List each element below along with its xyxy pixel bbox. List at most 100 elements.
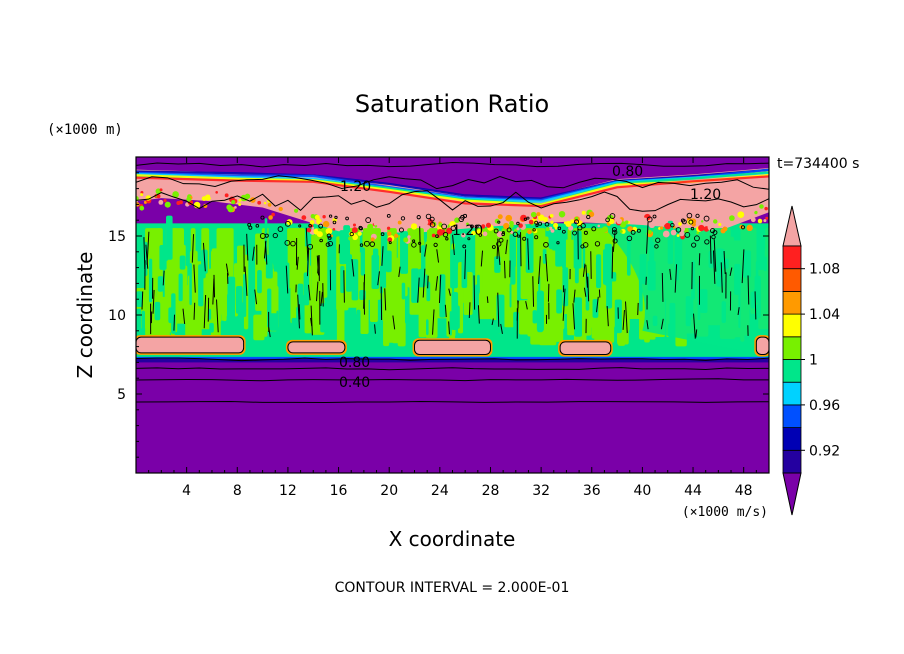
saturation-texture <box>136 188 769 359</box>
speckle <box>224 193 229 198</box>
colorbar-segment <box>782 359 802 383</box>
teal-streak <box>372 248 379 276</box>
contour-streak <box>351 259 355 277</box>
speckle <box>215 191 218 194</box>
speckle <box>466 222 469 226</box>
speckle <box>352 234 358 241</box>
teal-streak <box>257 270 262 294</box>
contour-loop <box>429 216 435 222</box>
contour-loop <box>574 219 580 225</box>
colorbar-label: 0.96 <box>809 398 840 414</box>
speckle <box>431 233 436 238</box>
speckle <box>608 218 615 225</box>
speckle <box>144 192 147 196</box>
contour-streak <box>538 256 541 284</box>
contour-streak <box>162 270 165 286</box>
teal-streak <box>179 255 186 270</box>
colorbar-segment <box>782 290 802 315</box>
contour-streak <box>296 256 299 270</box>
teal-streak <box>561 233 566 269</box>
contour-label: 0.80 <box>612 164 643 180</box>
speckle <box>332 228 336 231</box>
contour-loop <box>655 237 661 243</box>
speckle <box>687 219 693 225</box>
contour-streak <box>473 275 476 310</box>
teal-streak <box>346 254 353 292</box>
speckle <box>536 212 541 217</box>
teal-streak <box>582 245 586 269</box>
speckle <box>641 217 648 225</box>
contour-loop <box>318 223 324 229</box>
speckle <box>553 222 559 228</box>
patch-contour <box>287 341 346 354</box>
contour-loop <box>535 224 539 228</box>
contour-loop <box>501 232 506 237</box>
contour-loop <box>646 216 653 223</box>
speckle <box>351 227 358 234</box>
speckle <box>678 222 682 226</box>
colorbar-label: 1 <box>809 353 818 369</box>
contour-loop <box>522 236 527 241</box>
speckle <box>352 223 357 227</box>
teal-streak <box>574 297 582 337</box>
contour-loop <box>284 239 291 246</box>
speckle <box>156 194 161 199</box>
contour-loop <box>326 233 332 239</box>
contour-streak <box>310 305 313 336</box>
contour-line <box>136 378 769 382</box>
patch-contour <box>414 339 491 355</box>
contour-streak <box>477 305 480 324</box>
contour-label: 0.40 <box>339 375 370 391</box>
lime-cell <box>482 228 499 289</box>
contour-loop <box>538 221 543 226</box>
contour-loop <box>498 237 504 243</box>
teal-streak <box>532 310 538 324</box>
contour-streak <box>669 268 672 281</box>
colorbar-label: 0.92 <box>809 443 840 459</box>
contour-loop <box>532 228 536 232</box>
contour-streak <box>606 306 609 327</box>
contour-loop <box>636 228 641 233</box>
speckle <box>278 206 283 212</box>
teal-streak <box>243 273 247 317</box>
contour-streak <box>193 264 196 293</box>
contour-loop <box>711 234 716 240</box>
lime-cell <box>390 257 405 324</box>
speckle <box>386 226 391 230</box>
speckle <box>683 227 689 233</box>
teal-streak <box>564 327 568 339</box>
contour-loop <box>425 213 432 220</box>
contour-streak <box>419 226 421 253</box>
speckle <box>713 219 718 224</box>
speckle <box>231 200 236 205</box>
teal-streak <box>610 271 617 282</box>
teal-streak <box>159 245 167 270</box>
contour-streak <box>713 239 717 272</box>
contour-loop <box>412 239 416 243</box>
contour-streak <box>398 266 401 277</box>
contour-loop <box>534 235 539 240</box>
teal-streak <box>220 320 225 338</box>
contour-loop <box>572 230 577 236</box>
colorbar <box>782 205 802 516</box>
contour-loop <box>319 238 323 243</box>
speckle <box>461 232 466 238</box>
lime-cell <box>504 301 522 328</box>
contour-streak <box>646 221 649 254</box>
speckle <box>518 223 523 228</box>
teal-streak <box>489 323 495 338</box>
contour-streak <box>438 274 442 304</box>
teal-streak <box>189 263 192 306</box>
speckle <box>616 218 623 225</box>
contour-streak <box>215 299 219 333</box>
teal-streak <box>450 249 458 289</box>
speckle <box>527 229 532 235</box>
contour-streak <box>464 249 467 280</box>
patch-contour <box>559 341 612 355</box>
contour-loop <box>441 223 447 230</box>
contour-loop <box>359 243 364 247</box>
teal-streak <box>178 273 183 302</box>
teal-streak <box>494 256 501 273</box>
speckle <box>422 219 429 225</box>
contour-streak <box>720 262 723 293</box>
